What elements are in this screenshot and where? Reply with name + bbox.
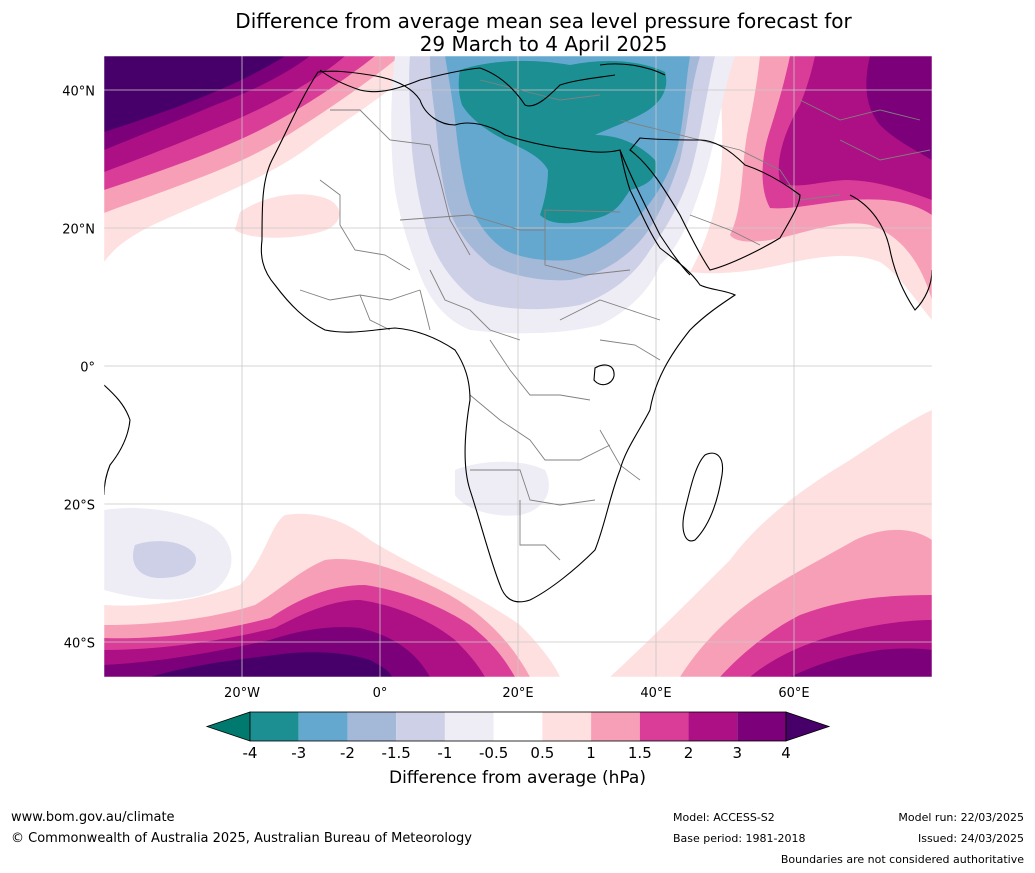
colorbar-segment — [444, 712, 494, 741]
colorbar-tick-label: 2 — [683, 744, 694, 762]
colorbar-tick-label: -3 — [291, 744, 307, 762]
colorbar-segment — [396, 712, 445, 741]
chart-title-line-2: 29 March to 4 April 2025 — [419, 32, 668, 56]
anomaly-south-east-4 — [790, 648, 932, 677]
lat-tick-label: 40°S — [64, 637, 95, 652]
footer-base-period: Base period: 1981-2018 — [673, 832, 806, 845]
lon-tick-label: 20°W — [224, 686, 260, 701]
lat-tick-label: 0° — [80, 361, 95, 376]
anomaly-south-africa-05 — [455, 461, 549, 516]
footer-website: www.bom.gov.au/climate — [11, 810, 175, 825]
pressure-anomaly-field — [104, 56, 932, 677]
colorbar-segment — [737, 712, 786, 741]
map-gridlines — [104, 56, 932, 677]
country-boundaries — [299, 79, 931, 561]
anomaly-south-atlantic-1 — [132, 541, 196, 578]
footer-model-run: Model run: 22/03/2025 — [898, 811, 1024, 824]
colorbar-outline — [249, 711, 787, 742]
lon-tick-label: 40°E — [640, 686, 671, 701]
colorbar-tick-label: 1 — [586, 744, 596, 762]
footer-model: Model: ACCESS-S2 — [673, 811, 775, 824]
chart-title-line-1: Difference from average mean sea level p… — [235, 9, 852, 33]
lon-tick-label: 60°E — [778, 686, 809, 701]
colorbar-segment — [250, 712, 299, 741]
colorbar-tick-label: -1.5 — [381, 744, 411, 762]
anomaly-med-3 — [458, 60, 667, 224]
lat-tick-label: 20°N — [62, 223, 95, 238]
anomaly-sahara-patch — [235, 194, 340, 238]
lat-tick-label: 20°S — [64, 499, 95, 514]
colorbar-tick-label: -1 — [437, 744, 453, 762]
colorbar-tick-label: 1.5 — [627, 744, 652, 762]
colorbar-tick-label: 4 — [781, 744, 791, 762]
colorbar-tick-label: 3 — [732, 744, 743, 762]
colorbar-segment — [591, 712, 640, 741]
colorbar-segment — [542, 712, 592, 741]
footer-disclaimer: Boundaries are not considered authoritat… — [780, 853, 1024, 866]
anomaly-east-4 — [866, 56, 932, 160]
anomaly-south-west-max — [150, 652, 392, 677]
lon-tick-label: 0° — [373, 686, 388, 701]
colorbar-extend-low — [205, 711, 251, 742]
colorbar-tick-label: -2 — [339, 744, 355, 762]
colorbar-extend-high — [785, 711, 831, 742]
anomaly-north-atlantic-max — [104, 56, 285, 132]
lon-tick-label: 20°E — [502, 686, 533, 701]
colorbar-tick-label: 0.5 — [530, 744, 555, 762]
footer-copyright: © Commonwealth of Australia 2025, Austra… — [11, 831, 472, 846]
colorbar-segment — [298, 712, 348, 741]
coastlines — [104, 63, 932, 603]
lat-tick-label: 40°N — [62, 85, 95, 100]
colorbar-tick-label: -0.5 — [478, 744, 509, 762]
colorbar-segment — [347, 712, 397, 741]
colorbar-segment — [688, 712, 738, 741]
colorbar-segment — [639, 712, 689, 741]
longitude-tick-labels: 20°W 0° 20°E 40°E 60°E — [224, 686, 810, 701]
footer-issued: Issued: 24/03/2025 — [917, 832, 1024, 845]
colorbar-title: Difference from average (hPa) — [389, 768, 646, 788]
latitude-tick-labels: 40°N 20°N 0° 20°S 40°S — [62, 85, 95, 652]
colorbar-segment — [493, 712, 543, 741]
colorbar-tick-label: -4 — [242, 744, 258, 762]
